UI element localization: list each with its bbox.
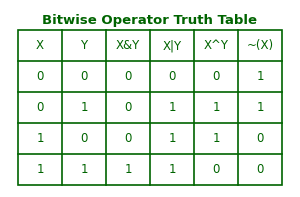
- Text: 1: 1: [36, 163, 44, 176]
- Text: X: X: [36, 39, 44, 52]
- Text: 1: 1: [168, 132, 176, 145]
- Text: X|Y: X|Y: [162, 39, 182, 52]
- Text: 1: 1: [80, 101, 88, 114]
- Text: 0: 0: [256, 132, 264, 145]
- Text: 0: 0: [212, 70, 220, 83]
- Text: 0: 0: [124, 101, 132, 114]
- Bar: [18, 30, 282, 185]
- Text: 0: 0: [80, 70, 88, 83]
- Text: 0: 0: [168, 70, 176, 83]
- Text: 0: 0: [124, 70, 132, 83]
- Text: 1: 1: [256, 101, 264, 114]
- Text: 0: 0: [124, 132, 132, 145]
- Text: 0: 0: [256, 163, 264, 176]
- Text: Bitwise Operator Truth Table: Bitwise Operator Truth Table: [43, 14, 257, 27]
- Text: 1: 1: [168, 163, 176, 176]
- Text: 1: 1: [168, 101, 176, 114]
- Text: 1: 1: [212, 132, 220, 145]
- Text: 0: 0: [36, 70, 44, 83]
- Text: ~(X): ~(X): [246, 39, 274, 52]
- Text: 1: 1: [124, 163, 132, 176]
- Text: X&Y: X&Y: [116, 39, 140, 52]
- Text: 1: 1: [36, 132, 44, 145]
- Text: 1: 1: [212, 101, 220, 114]
- Text: 0: 0: [212, 163, 220, 176]
- Text: Y: Y: [80, 39, 88, 52]
- Text: 1: 1: [80, 163, 88, 176]
- Text: 1: 1: [256, 70, 264, 83]
- Text: X^Y: X^Y: [203, 39, 229, 52]
- Text: 0: 0: [80, 132, 88, 145]
- Text: 0: 0: [36, 101, 44, 114]
